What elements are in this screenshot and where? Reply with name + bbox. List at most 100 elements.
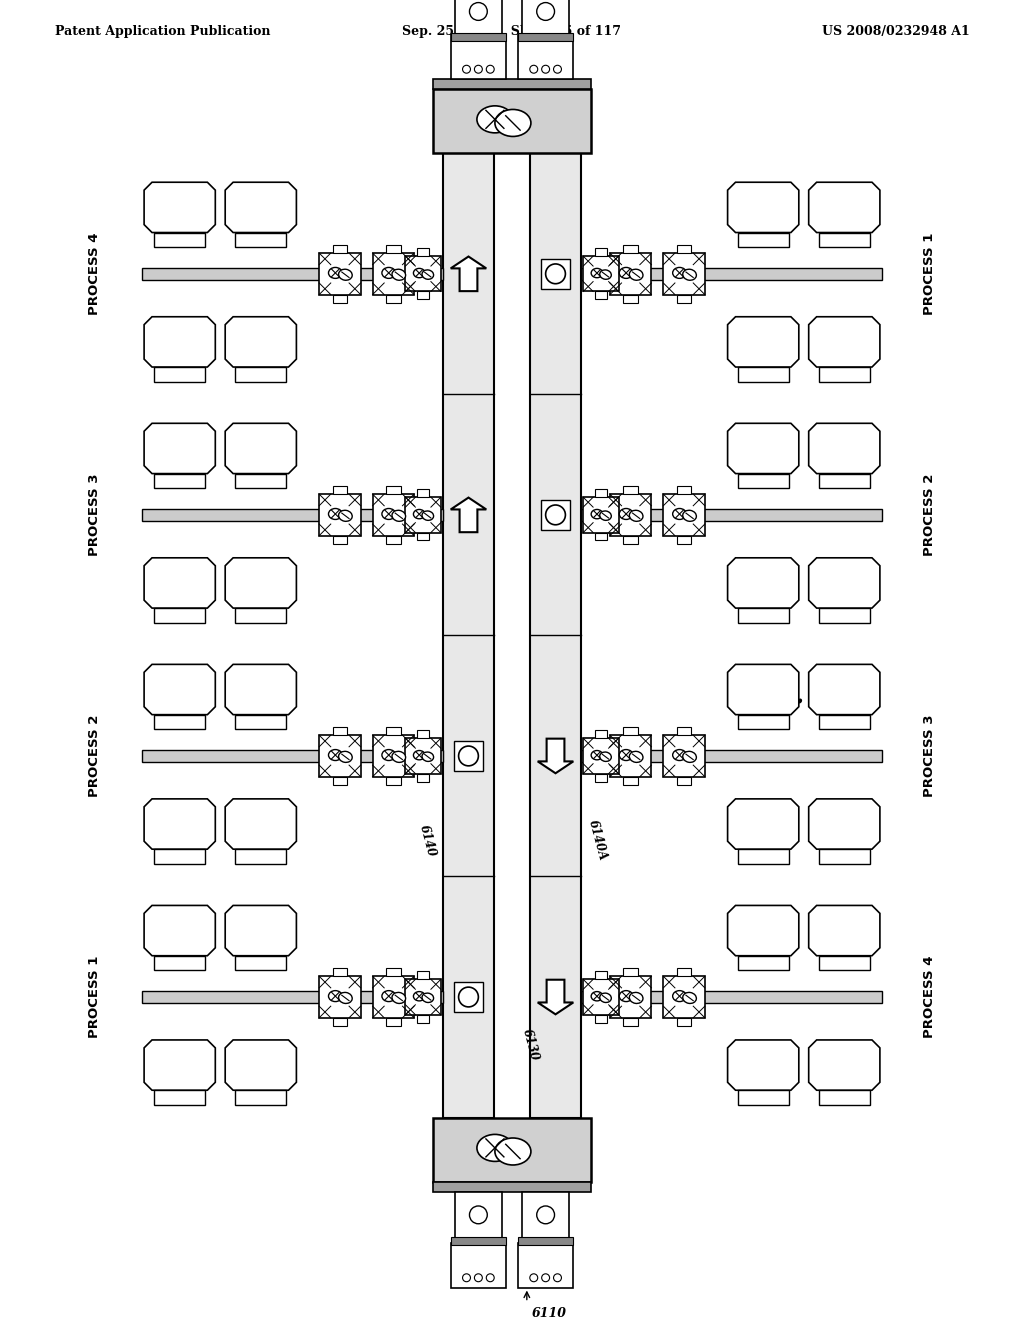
Polygon shape (809, 664, 880, 714)
Bar (595, 774, 607, 781)
Polygon shape (225, 558, 296, 609)
Polygon shape (728, 799, 799, 849)
Polygon shape (728, 558, 799, 609)
Circle shape (554, 65, 561, 73)
Bar (236, 1090, 287, 1105)
Bar (595, 248, 607, 256)
Bar (406, 498, 440, 532)
Bar (677, 486, 691, 494)
Polygon shape (809, 906, 880, 956)
Bar (236, 956, 287, 970)
Ellipse shape (495, 1138, 530, 1166)
Ellipse shape (382, 508, 395, 520)
Ellipse shape (414, 991, 425, 1001)
Bar (818, 1090, 870, 1105)
Ellipse shape (392, 993, 406, 1003)
Bar (737, 956, 788, 970)
Bar (584, 738, 618, 774)
Bar (518, 33, 573, 41)
Bar (595, 490, 607, 498)
Bar (818, 474, 870, 488)
Bar (433, 1118, 591, 1181)
Ellipse shape (392, 511, 406, 521)
Bar (236, 232, 287, 247)
Bar (624, 294, 638, 302)
Bar (319, 494, 360, 536)
Ellipse shape (620, 990, 633, 1002)
Bar (373, 977, 414, 1018)
Ellipse shape (414, 268, 425, 277)
Bar (624, 969, 638, 977)
Bar (624, 1018, 638, 1026)
Bar (737, 849, 788, 863)
Circle shape (474, 1274, 482, 1282)
Bar (154, 609, 206, 623)
Bar (610, 494, 651, 536)
Ellipse shape (392, 751, 406, 763)
Circle shape (459, 987, 478, 1007)
Bar (737, 474, 788, 488)
Circle shape (546, 506, 565, 525)
Bar (541, 259, 570, 289)
Bar (433, 1181, 591, 1192)
Bar (595, 532, 607, 540)
Bar (154, 1090, 206, 1105)
Bar (677, 1018, 691, 1026)
Ellipse shape (339, 269, 352, 280)
Bar (386, 1018, 400, 1026)
Polygon shape (144, 317, 215, 367)
Bar (818, 849, 870, 863)
Ellipse shape (683, 751, 696, 763)
Bar (333, 727, 347, 735)
Ellipse shape (422, 752, 433, 762)
Ellipse shape (630, 269, 643, 280)
Bar (433, 88, 591, 153)
Bar (406, 256, 440, 292)
Bar (664, 494, 705, 536)
Polygon shape (728, 424, 799, 474)
Polygon shape (144, 664, 215, 714)
Circle shape (554, 1274, 561, 1282)
Circle shape (463, 1274, 470, 1282)
Polygon shape (809, 317, 880, 367)
Polygon shape (809, 558, 880, 609)
Bar (386, 246, 400, 253)
Circle shape (486, 1274, 495, 1282)
Bar (417, 292, 429, 300)
Ellipse shape (600, 269, 611, 280)
Bar (522, 0, 569, 34)
Text: PROCESS 4: PROCESS 4 (88, 232, 101, 315)
Bar (433, 79, 591, 88)
Ellipse shape (591, 751, 603, 760)
Polygon shape (144, 1040, 215, 1090)
Bar (417, 774, 429, 781)
Bar (455, 0, 502, 34)
Polygon shape (144, 906, 215, 956)
Polygon shape (809, 1040, 880, 1090)
Bar (154, 367, 206, 381)
Bar (333, 486, 347, 494)
Polygon shape (728, 182, 799, 232)
Circle shape (469, 3, 487, 20)
Bar (142, 268, 442, 280)
Bar (333, 246, 347, 253)
Bar (319, 735, 360, 776)
Text: Sep. 25, 2008   Sheet 85 of 117: Sep. 25, 2008 Sheet 85 of 117 (402, 25, 622, 38)
Bar (737, 1090, 788, 1105)
Polygon shape (538, 739, 573, 774)
Bar (386, 486, 400, 494)
Bar (518, 1237, 573, 1245)
Bar (406, 738, 440, 774)
Bar (455, 1192, 502, 1243)
Bar (386, 969, 400, 977)
Polygon shape (809, 424, 880, 474)
Ellipse shape (673, 508, 686, 520)
Polygon shape (809, 799, 880, 849)
Bar (518, 34, 573, 79)
Ellipse shape (673, 268, 686, 279)
Bar (664, 253, 705, 294)
Ellipse shape (620, 268, 633, 279)
Text: PROCESS 1: PROCESS 1 (923, 232, 936, 315)
Ellipse shape (414, 751, 425, 760)
Bar (582, 510, 882, 521)
